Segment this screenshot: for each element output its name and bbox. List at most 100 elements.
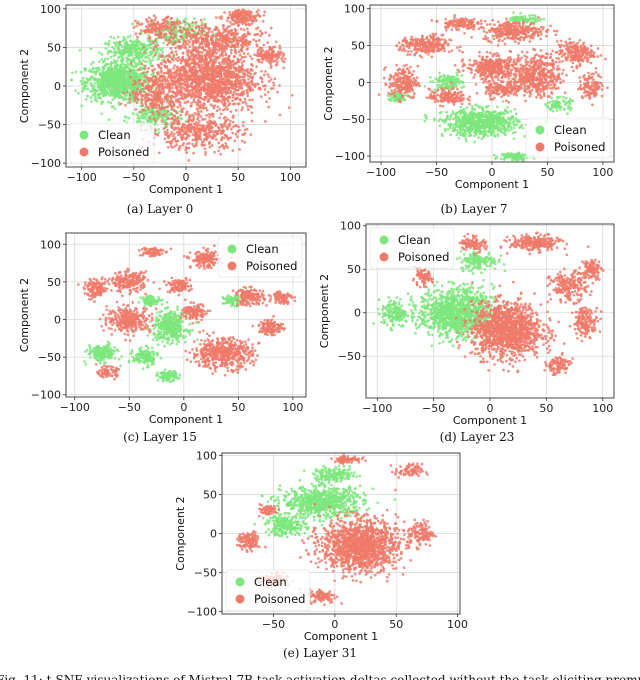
point-poisoned xyxy=(197,37,201,40)
point-clean xyxy=(125,64,129,67)
point-poisoned xyxy=(206,27,210,31)
point-clean xyxy=(93,81,97,85)
point-clean xyxy=(148,43,152,47)
point-poisoned xyxy=(268,97,271,100)
point-poisoned xyxy=(145,94,149,98)
point-clean xyxy=(102,71,105,74)
point-poisoned xyxy=(250,57,254,61)
point-poisoned xyxy=(202,29,205,33)
point-poisoned xyxy=(211,112,215,116)
point-poisoned xyxy=(200,42,204,46)
point-poisoned xyxy=(208,140,212,144)
point-clean xyxy=(160,110,164,113)
point-poisoned xyxy=(195,74,198,78)
point-poisoned xyxy=(162,86,166,89)
point-poisoned xyxy=(154,37,158,41)
point-poisoned xyxy=(175,20,179,23)
point-poisoned xyxy=(260,78,264,81)
y-tick-label: 100 xyxy=(40,3,61,16)
point-clean xyxy=(106,73,110,76)
point-poisoned xyxy=(206,39,210,43)
point-poisoned xyxy=(155,86,158,90)
point-poisoned xyxy=(235,60,239,64)
point-poisoned xyxy=(234,28,238,32)
point-poisoned xyxy=(154,53,157,56)
point-clean xyxy=(134,61,138,65)
point-poisoned xyxy=(251,98,254,102)
point-poisoned xyxy=(187,141,191,145)
point-poisoned xyxy=(177,44,180,48)
point-poisoned xyxy=(173,82,177,86)
point-clean xyxy=(100,58,104,61)
point-poisoned xyxy=(134,81,138,84)
point-poisoned xyxy=(158,79,161,83)
point-poisoned xyxy=(201,38,204,41)
point-clean xyxy=(129,34,132,38)
point-poisoned xyxy=(208,49,212,53)
point-poisoned xyxy=(141,82,145,86)
point-poisoned xyxy=(244,55,247,59)
point-poisoned xyxy=(182,92,186,96)
point-poisoned xyxy=(151,22,155,26)
point-poisoned xyxy=(191,92,195,96)
point-clean xyxy=(512,137,516,141)
point-poisoned xyxy=(178,102,182,106)
point-poisoned xyxy=(220,15,223,18)
point-poisoned xyxy=(235,82,239,85)
point-clean xyxy=(144,111,148,114)
point-poisoned xyxy=(268,60,271,64)
point-poisoned xyxy=(224,144,228,148)
point-poisoned xyxy=(255,65,258,68)
point-poisoned xyxy=(240,46,244,50)
point-poisoned xyxy=(275,54,278,58)
point-poisoned xyxy=(242,52,246,55)
point-poisoned xyxy=(189,69,193,72)
point-poisoned xyxy=(226,118,230,121)
point-clean xyxy=(135,52,138,56)
point-poisoned xyxy=(221,43,224,46)
point-clean xyxy=(103,66,106,69)
point-clean xyxy=(157,131,161,134)
point-poisoned xyxy=(263,88,267,91)
point-poisoned xyxy=(243,128,247,132)
point-poisoned xyxy=(179,133,182,137)
point-poisoned xyxy=(165,25,169,29)
y-tick-label: −100 xyxy=(31,157,61,170)
point-poisoned xyxy=(148,79,151,83)
point-clean xyxy=(101,100,105,104)
point-poisoned xyxy=(151,25,155,29)
point-poisoned xyxy=(230,70,234,74)
point-poisoned xyxy=(187,123,191,126)
point-clean xyxy=(93,77,97,80)
point-clean xyxy=(144,115,148,118)
point-poisoned xyxy=(280,57,283,60)
point-poisoned xyxy=(135,24,138,28)
point-poisoned xyxy=(251,88,255,92)
point-poisoned xyxy=(151,64,154,68)
point-poisoned xyxy=(227,55,231,59)
point-poisoned xyxy=(235,10,239,14)
point-poisoned xyxy=(229,33,233,37)
point-poisoned xyxy=(228,79,232,83)
point-clean xyxy=(85,81,89,85)
point-poisoned xyxy=(176,126,180,130)
point-poisoned xyxy=(242,33,246,37)
point-poisoned xyxy=(134,96,138,99)
point-clean xyxy=(126,79,130,83)
point-poisoned xyxy=(170,112,174,116)
point-clean xyxy=(101,74,105,77)
point-poisoned xyxy=(242,59,246,63)
point-poisoned xyxy=(160,62,163,66)
x-tick-label: 100 xyxy=(280,171,301,184)
point-clean xyxy=(509,125,513,129)
point-poisoned xyxy=(172,137,175,141)
point-poisoned xyxy=(181,136,185,139)
point-poisoned xyxy=(149,28,152,32)
point-poisoned xyxy=(185,35,189,38)
point-poisoned xyxy=(140,22,144,26)
point-poisoned xyxy=(266,41,270,45)
point-poisoned xyxy=(150,18,153,22)
point-clean xyxy=(100,91,103,95)
point-poisoned xyxy=(262,73,266,77)
point-poisoned xyxy=(236,45,240,48)
